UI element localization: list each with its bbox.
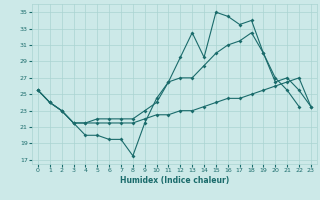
- X-axis label: Humidex (Indice chaleur): Humidex (Indice chaleur): [120, 176, 229, 185]
